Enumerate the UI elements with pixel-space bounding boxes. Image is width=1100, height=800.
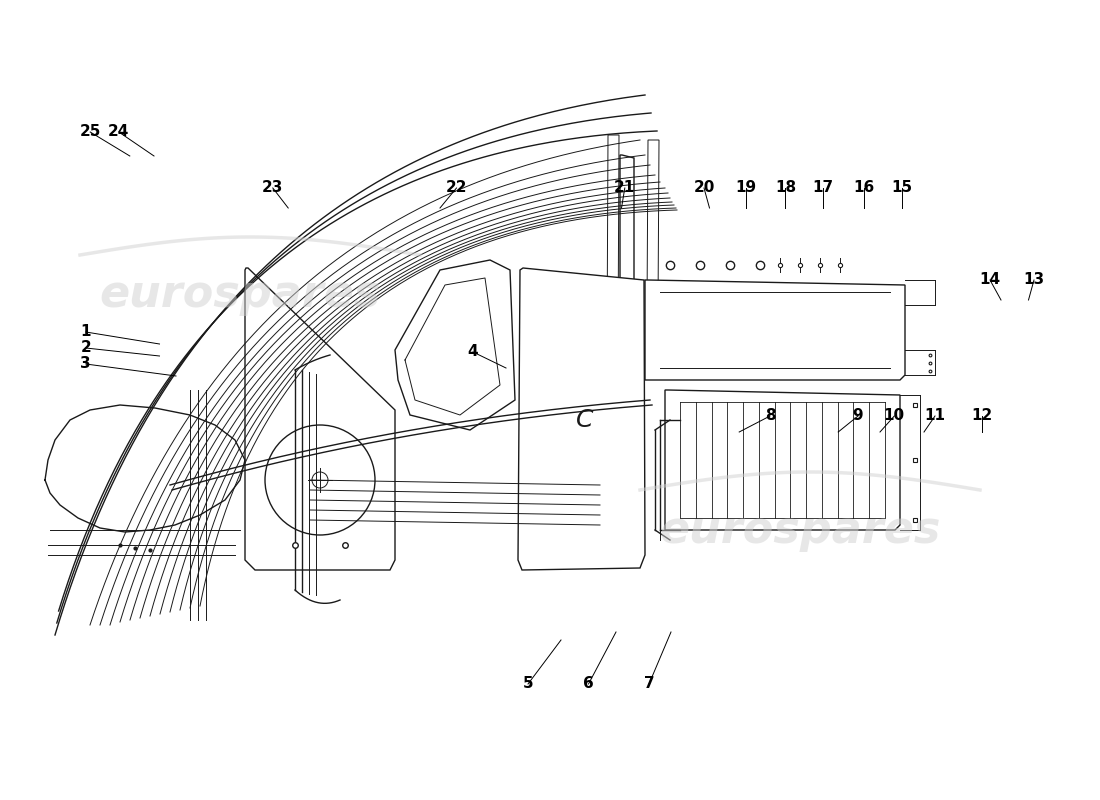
Polygon shape bbox=[620, 155, 634, 330]
Polygon shape bbox=[666, 390, 900, 530]
Text: 18: 18 bbox=[774, 181, 796, 195]
Text: 23: 23 bbox=[262, 181, 284, 195]
Text: 13: 13 bbox=[1023, 273, 1045, 287]
Text: 8: 8 bbox=[764, 409, 776, 423]
Text: 10: 10 bbox=[883, 409, 905, 423]
Polygon shape bbox=[395, 260, 515, 430]
Text: 2: 2 bbox=[80, 341, 91, 355]
Text: C: C bbox=[576, 408, 594, 432]
Text: 21: 21 bbox=[614, 181, 636, 195]
Text: 12: 12 bbox=[971, 409, 993, 423]
Text: 19: 19 bbox=[735, 181, 757, 195]
Polygon shape bbox=[647, 140, 659, 310]
Text: 15: 15 bbox=[891, 181, 913, 195]
Text: 14: 14 bbox=[979, 273, 1001, 287]
Text: 11: 11 bbox=[924, 409, 946, 423]
Polygon shape bbox=[607, 135, 619, 350]
Polygon shape bbox=[245, 268, 395, 570]
Text: 6: 6 bbox=[583, 677, 594, 691]
Circle shape bbox=[265, 425, 375, 535]
Text: 3: 3 bbox=[80, 357, 91, 371]
Text: eurospares: eurospares bbox=[659, 509, 940, 551]
Text: 1: 1 bbox=[80, 325, 91, 339]
Text: 4: 4 bbox=[468, 345, 478, 359]
Text: 20: 20 bbox=[693, 181, 715, 195]
Text: 9: 9 bbox=[852, 409, 864, 423]
Text: 17: 17 bbox=[812, 181, 834, 195]
Circle shape bbox=[312, 472, 328, 488]
Text: 25: 25 bbox=[79, 125, 101, 139]
Text: 24: 24 bbox=[108, 125, 130, 139]
Polygon shape bbox=[518, 268, 645, 570]
Text: 7: 7 bbox=[644, 677, 654, 691]
Circle shape bbox=[443, 348, 487, 392]
Text: eurospares: eurospares bbox=[99, 274, 381, 317]
Polygon shape bbox=[645, 280, 905, 380]
Text: 22: 22 bbox=[446, 181, 468, 195]
Text: 5: 5 bbox=[522, 677, 534, 691]
Text: 16: 16 bbox=[852, 181, 874, 195]
Polygon shape bbox=[434, 290, 495, 420]
